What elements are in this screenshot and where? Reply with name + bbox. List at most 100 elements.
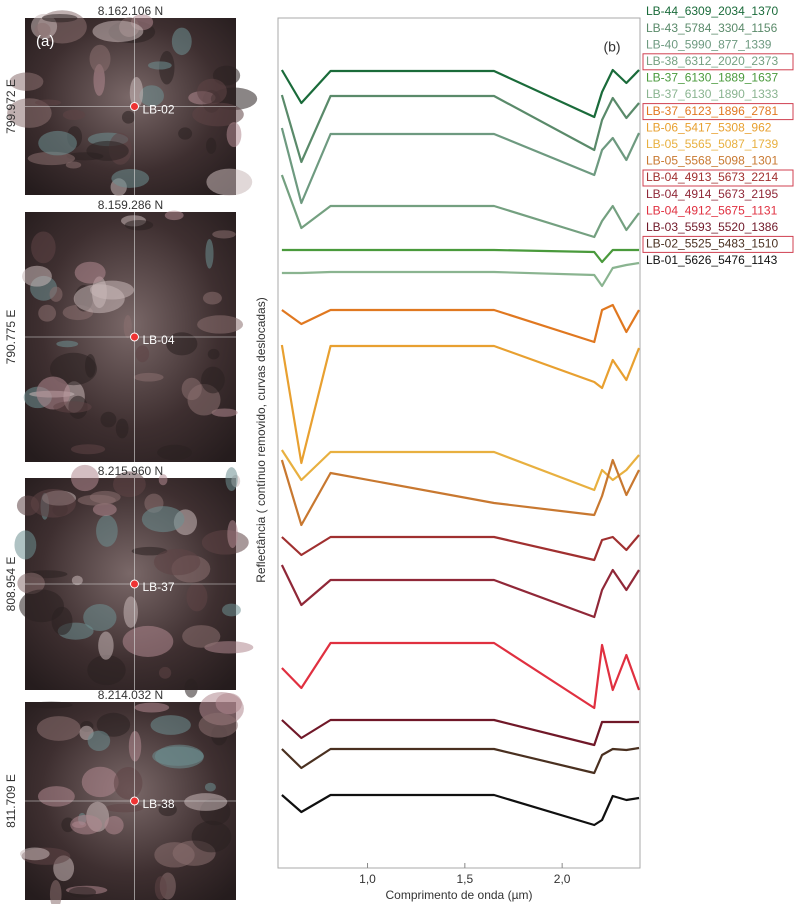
image-texture bbox=[112, 471, 146, 498]
image-texture bbox=[34, 22, 51, 38]
image-texture bbox=[166, 332, 198, 356]
image-texture bbox=[131, 546, 168, 556]
image-texture bbox=[87, 654, 126, 686]
image-texture bbox=[90, 280, 135, 300]
image-texture bbox=[29, 701, 73, 709]
spectrum-line bbox=[280, 68, 640, 119]
image-texture bbox=[134, 702, 170, 713]
image-panels: LB-02 8.162.106 N 799.972 E LB-04 8.159.286 … bbox=[4, 4, 258, 904]
image-texture bbox=[113, 766, 143, 800]
site-label: LB-04 bbox=[143, 333, 175, 347]
image-texture bbox=[129, 77, 144, 109]
legend-entry: LB-37_6130_1889_1637 bbox=[646, 71, 778, 85]
legend-entry: LB-04_4914_5673_2195 bbox=[646, 187, 778, 201]
image-texture bbox=[9, 72, 44, 91]
image-texture bbox=[206, 168, 253, 196]
image-texture bbox=[96, 712, 131, 737]
spectrum-line bbox=[281, 261, 640, 288]
image-texture bbox=[192, 102, 244, 127]
image-texture bbox=[89, 44, 111, 73]
image-texture bbox=[158, 474, 168, 486]
spectrum-line bbox=[281, 793, 640, 827]
legend-entry: LB-05_5565_5087_1739 bbox=[646, 137, 778, 151]
site-label: LB-02 bbox=[143, 103, 175, 117]
image-texture bbox=[115, 418, 129, 439]
legend-entry: LB-01_5626_5476_1143 bbox=[646, 253, 778, 267]
plot-frame bbox=[277, 17, 641, 869]
image-texture bbox=[30, 488, 76, 518]
site-marker bbox=[130, 332, 139, 342]
image-texture bbox=[68, 886, 97, 898]
spectrum-line bbox=[280, 458, 641, 527]
image-texture bbox=[124, 219, 154, 231]
image-texture bbox=[164, 210, 184, 221]
east-label: 811.709 E bbox=[4, 774, 18, 828]
image-texture bbox=[92, 503, 117, 517]
image-texture bbox=[215, 692, 242, 715]
image-texture bbox=[191, 820, 232, 853]
image-texture bbox=[36, 376, 71, 410]
x-tick-label: 1,5 bbox=[456, 872, 473, 886]
image-texture bbox=[72, 821, 87, 829]
legend-entry: LB-44_6309_2034_1370 bbox=[646, 4, 778, 18]
image-texture bbox=[207, 348, 220, 360]
image-texture bbox=[141, 506, 185, 533]
spectrum-line bbox=[281, 248, 640, 264]
spectrum-line bbox=[281, 718, 640, 747]
chart-annotation: (b) bbox=[603, 39, 620, 55]
spectrum-line bbox=[281, 303, 640, 344]
image-texture bbox=[206, 137, 217, 154]
legend-entry: LB-03_5593_5520_1386 bbox=[646, 220, 778, 234]
site-marker bbox=[130, 579, 139, 589]
spectrum-line bbox=[280, 94, 640, 164]
image-texture bbox=[77, 494, 116, 506]
image-texture bbox=[204, 782, 216, 792]
site-label: LB-37 bbox=[143, 580, 175, 594]
east-label: 790.775 E bbox=[4, 310, 18, 365]
legend-entry: LB-05_5568_5098_1301 bbox=[646, 154, 778, 168]
image-texture bbox=[31, 231, 56, 264]
image-texture bbox=[182, 625, 221, 648]
image-texture bbox=[211, 408, 238, 417]
image-texture bbox=[62, 109, 86, 120]
image-texture bbox=[123, 314, 132, 339]
image-texture bbox=[111, 169, 150, 188]
image-texture bbox=[196, 78, 227, 105]
image-texture bbox=[171, 27, 192, 56]
spectrum-line bbox=[280, 449, 640, 492]
image-texture bbox=[71, 575, 83, 586]
spectrum-line bbox=[280, 174, 640, 239]
legend-highlight bbox=[642, 103, 794, 121]
image-texture bbox=[81, 766, 119, 798]
image-texture bbox=[22, 265, 52, 287]
image-texture bbox=[53, 401, 92, 413]
image-texture bbox=[184, 678, 198, 698]
image-texture bbox=[198, 712, 238, 738]
north-label: 8.214.032 N bbox=[98, 688, 163, 702]
image-texture bbox=[37, 786, 75, 807]
image-texture bbox=[202, 291, 222, 305]
image-texture bbox=[70, 464, 99, 492]
image-texture bbox=[56, 340, 79, 348]
image-texture bbox=[104, 816, 124, 835]
x-tick-label: 2,0 bbox=[554, 872, 571, 886]
north-label: 8.162.106 N bbox=[98, 4, 163, 18]
image-texture bbox=[100, 411, 117, 428]
image-texture bbox=[201, 530, 249, 555]
spectrum-line bbox=[281, 641, 641, 710]
image-texture bbox=[150, 715, 191, 735]
image-texture bbox=[178, 127, 193, 140]
legend-highlight bbox=[642, 53, 794, 71]
image-texture bbox=[38, 130, 77, 156]
north-label: 8.215.960 N bbox=[98, 464, 163, 478]
image-texture bbox=[205, 239, 214, 269]
image-texture bbox=[121, 110, 136, 124]
image-texture bbox=[226, 122, 242, 148]
legend-highlight bbox=[642, 169, 794, 187]
image-texture bbox=[38, 304, 57, 322]
image-texture bbox=[34, 99, 62, 106]
image-texture bbox=[50, 352, 98, 386]
spectrum-line bbox=[280, 564, 640, 619]
legend-entry: LB-06_5417_5308_962 bbox=[646, 120, 772, 134]
